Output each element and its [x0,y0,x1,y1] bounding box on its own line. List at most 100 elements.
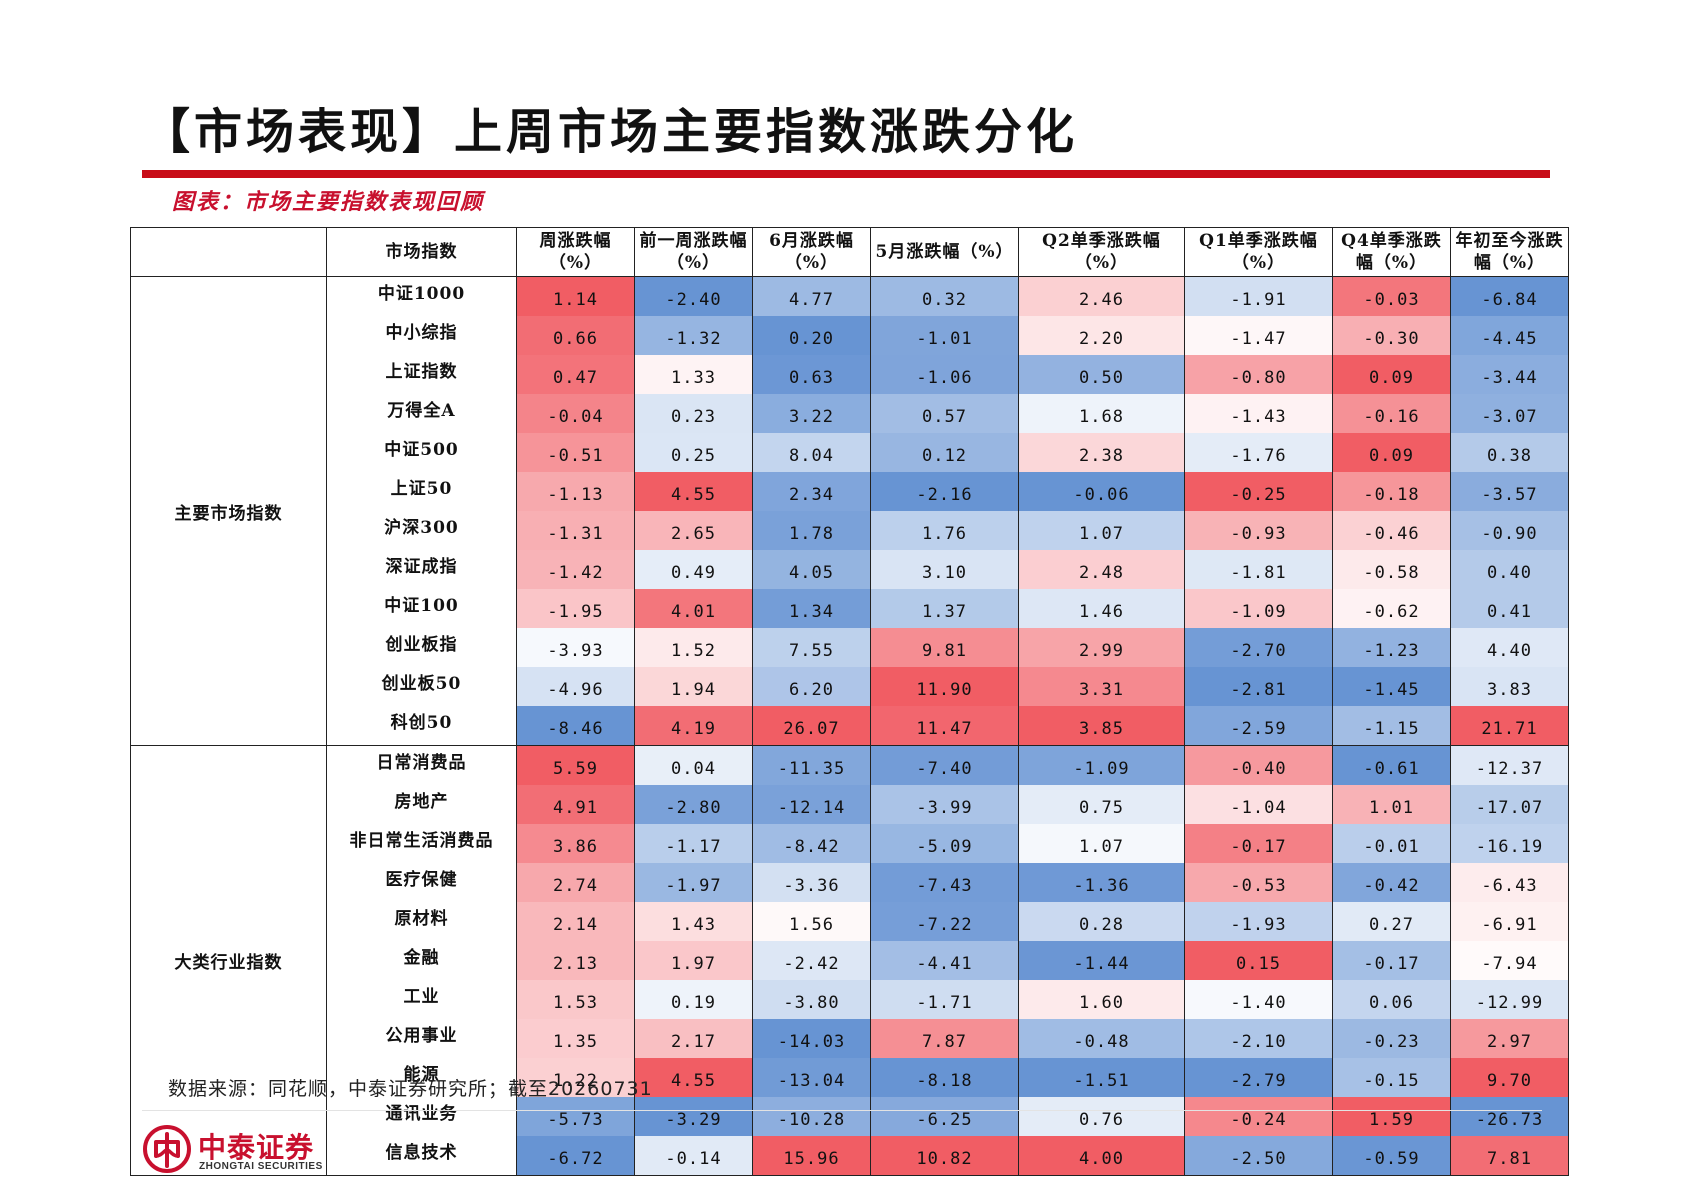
value-cell: 0.12 [870,433,1019,472]
table-row: 上证指数 0.47 1.33 0.63 -1.06 0.50 -0.80 0.09 -3.44 [131,355,1569,394]
value-cell: 1.07 [1018,824,1185,863]
value-cell: -7.22 [870,902,1019,941]
index-name: 医疗保健 [326,863,517,902]
value-cell: 2.17 [634,1019,753,1058]
index-name: 非日常生活消费品 [326,824,517,863]
value-cell: 7.81 [1450,1136,1569,1176]
value-cell: -5.09 [870,824,1019,863]
value-cell: 1.97 [634,941,753,980]
header-col-1: 前一周涨跌幅（%） [634,227,753,277]
value-cell: -3.44 [1450,355,1569,394]
value-cell: 1.60 [1018,980,1185,1019]
value-cell: 1.07 [1018,511,1185,550]
index-name: 科创50 [326,706,517,746]
value-cell: -0.58 [1332,550,1451,589]
index-name: 工业 [326,980,517,1019]
value-cell: 0.06 [1332,980,1451,1019]
index-name: 金融 [326,941,517,980]
value-cell: -1.47 [1184,316,1333,355]
value-cell: -12.99 [1450,980,1569,1019]
value-cell: -0.40 [1184,745,1333,785]
value-cell: -8.46 [516,706,635,746]
value-cell: -0.01 [1332,824,1451,863]
value-cell: 3.83 [1450,667,1569,706]
value-cell: -1.36 [1018,863,1185,902]
table-row: 通讯业务 -5.73 -3.29 -10.28 -6.25 0.76 -0.24 1.59 -2… [131,1097,1569,1136]
value-cell: -1.71 [870,980,1019,1019]
value-cell: 1.78 [752,511,871,550]
header-col-2: 6月涨跌幅（%） [752,227,871,277]
value-cell: 0.23 [634,394,753,433]
value-cell: -3.99 [870,785,1019,824]
value-cell: 1.76 [870,511,1019,550]
value-cell: 0.20 [752,316,871,355]
table-row: 中证500 -0.51 0.25 8.04 0.12 2.38 -1.76 0.09 0.38 [131,433,1569,472]
value-cell: 0.25 [634,433,753,472]
value-cell: -12.14 [752,785,871,824]
value-cell: -1.15 [1332,706,1451,746]
value-cell: 0.40 [1450,550,1569,589]
table-row: 非日常生活消费品 3.86 -1.17 -8.42 -5.09 1.07 -0.17 -0.0… [131,824,1569,863]
value-cell: 1.33 [634,355,753,394]
value-cell: 0.15 [1184,941,1333,980]
value-cell: -6.91 [1450,902,1569,941]
index-name: 中证1000 [326,276,517,316]
value-cell: 1.59 [1332,1097,1451,1136]
table-body: 主要市场指数 中证1000 1.14 -2.40 4.77 0.32 2.46 -1.91 -0… [130,276,1569,1176]
value-cell: -7.43 [870,863,1019,902]
value-cell: 0.57 [870,394,1019,433]
value-cell: -0.03 [1332,276,1451,316]
value-cell: -1.13 [516,472,635,511]
value-cell: -2.81 [1184,667,1333,706]
value-cell: 4.55 [634,472,753,511]
value-cell: 1.46 [1018,589,1185,628]
value-cell: 4.01 [634,589,753,628]
index-name: 中证500 [326,433,517,472]
table-row: 主要市场指数 中证1000 1.14 -2.40 4.77 0.32 2.46 -1.91 -0… [130,276,1569,746]
table-row: 大类行业指数 日常消费品 5.59 0.04 -11.35 -7.40 -1.09 -0.40… [130,745,1569,1176]
value-cell: 0.09 [1332,355,1451,394]
value-cell: -1.93 [1184,902,1333,941]
table-row: 上证50 -1.13 4.55 2.34 -2.16 -0.06 -0.25 -0.18 -3.… [131,472,1569,511]
table-caption: 图表：市场主要指数表现回顾 [172,189,485,215]
value-cell: -3.29 [634,1097,753,1136]
header-col-5: Q1单季涨跌幅（%） [1184,227,1333,277]
value-cell: -0.46 [1332,511,1451,550]
value-cell: -0.16 [1332,394,1451,433]
value-cell: -8.42 [752,824,871,863]
value-cell: 0.75 [1018,785,1185,824]
value-cell: -2.10 [1184,1019,1333,1058]
value-cell: -3.93 [516,628,635,667]
value-cell: -0.04 [516,394,635,433]
value-cell: -1.04 [1184,785,1333,824]
value-cell: -1.06 [870,355,1019,394]
title-divider [142,170,1550,178]
value-cell: -1.09 [1018,745,1185,785]
value-cell: 0.41 [1450,589,1569,628]
table-row: 中证100 -1.95 4.01 1.34 1.37 1.46 -1.09 -0.62 0.41 [131,589,1569,628]
index-name: 沪深300 [326,511,517,550]
index-performance-table: 市场指数 周涨跌幅（%） 前一周涨跌幅（%） 6月涨跌幅（%） 5月涨跌幅（%）… [130,227,1569,1176]
value-cell: 3.22 [752,394,871,433]
value-cell: -1.42 [516,550,635,589]
table-row: 能源 1.22 4.55 -13.04 -8.18 -1.51 -2.79 -0.15 9.70 [131,1058,1569,1097]
header-col-6: Q4单季涨跌幅（%） [1332,227,1451,277]
value-cell: 1.01 [1332,785,1451,824]
value-cell: -0.93 [1184,511,1333,550]
value-cell: -0.80 [1184,355,1333,394]
value-cell: 0.04 [634,745,753,785]
table-row: 深证成指 -1.42 0.49 4.05 3.10 2.48 -1.81 -0.58 0.40 [131,550,1569,589]
value-cell: 7.87 [870,1019,1019,1058]
value-cell: 3.85 [1018,706,1185,746]
value-cell: -4.41 [870,941,1019,980]
value-cell: 0.66 [516,316,635,355]
value-cell: 11.90 [870,667,1019,706]
value-cell: 26.07 [752,706,871,746]
value-cell: 2.65 [634,511,753,550]
value-cell: -26.73 [1450,1097,1569,1136]
value-cell: -1.51 [1018,1058,1185,1097]
value-cell: -1.09 [1184,589,1333,628]
header-col-7: 年初至今涨跌幅（%） [1450,227,1569,277]
value-cell: 2.20 [1018,316,1185,355]
value-cell: 0.38 [1450,433,1569,472]
